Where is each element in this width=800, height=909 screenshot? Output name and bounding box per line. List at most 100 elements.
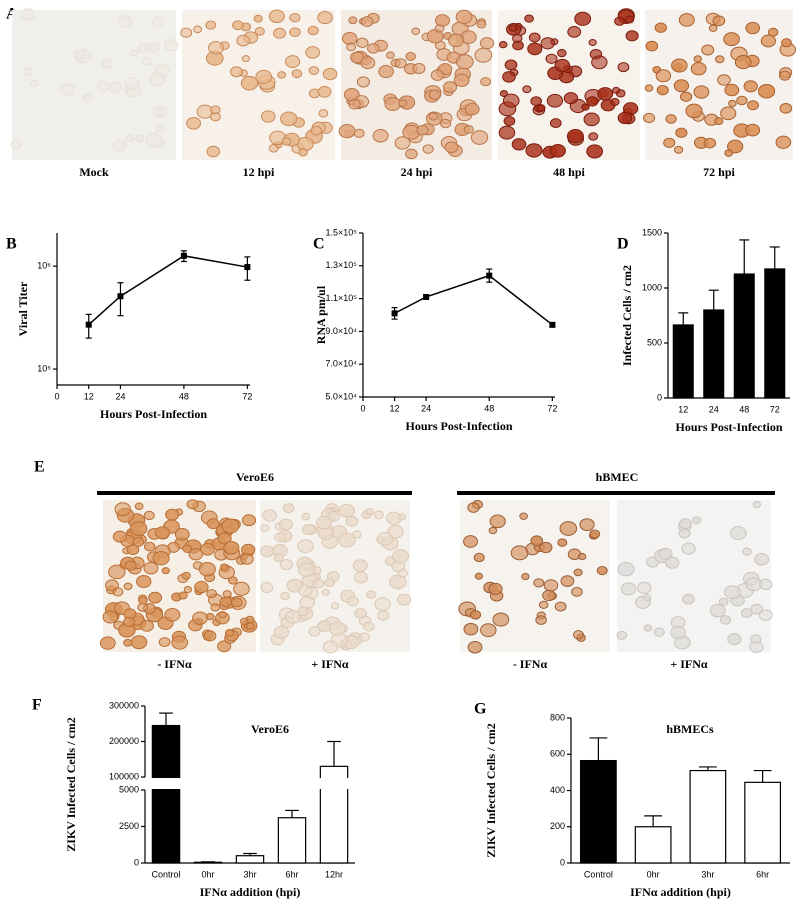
cell <box>754 553 770 566</box>
cell <box>137 43 150 54</box>
cell <box>186 116 202 130</box>
cell <box>117 15 133 28</box>
cell <box>328 621 346 636</box>
cell <box>612 86 621 94</box>
cell <box>254 27 265 36</box>
cell <box>305 46 321 59</box>
cell <box>188 548 204 561</box>
cell <box>220 563 229 571</box>
cell <box>124 77 140 90</box>
cell <box>151 16 164 27</box>
cell <box>502 71 516 83</box>
cell <box>674 145 684 154</box>
x-tick-label: 3hr <box>243 869 256 879</box>
cell <box>180 27 193 38</box>
y-axis-label: ZIKV Infected Cells / cm2 <box>484 723 498 857</box>
cell <box>492 612 510 627</box>
cell <box>617 111 633 125</box>
cell <box>573 568 583 577</box>
cell <box>455 54 474 70</box>
cell <box>378 64 394 79</box>
cell <box>164 608 181 622</box>
panel-letter: G <box>474 701 487 718</box>
cell <box>302 524 316 536</box>
cell <box>299 595 316 609</box>
cell <box>365 508 374 516</box>
y-tick-label: 600 <box>550 749 565 759</box>
cell <box>387 524 404 539</box>
cell <box>394 136 411 150</box>
cell <box>298 148 308 157</box>
bar <box>277 817 307 864</box>
x-tick-label: 0hr <box>201 869 214 879</box>
cell <box>345 515 359 527</box>
cell <box>136 574 152 588</box>
cell <box>577 552 587 561</box>
y-tick-label: 1000 <box>642 282 662 292</box>
cell <box>112 587 124 597</box>
cell <box>511 138 527 151</box>
y-tick-label: 1.3×10⁵ <box>325 260 357 270</box>
cell <box>210 105 221 115</box>
bar <box>235 855 265 864</box>
cell <box>463 622 479 636</box>
cell <box>307 25 319 36</box>
cell <box>525 143 543 158</box>
image-label: 12 hpi <box>243 165 275 179</box>
x-tick-label: Control <box>151 869 180 879</box>
image-label: + IFNα <box>670 657 708 671</box>
y-axis-label: ZIKV Infected Cells / cm2 <box>64 717 78 851</box>
bar <box>151 724 181 864</box>
cell <box>260 110 276 123</box>
cell <box>440 118 452 129</box>
cell <box>330 602 340 610</box>
cell <box>132 537 145 547</box>
y-tick-label: 10⁵ <box>37 363 51 373</box>
cell <box>681 542 696 555</box>
cell <box>747 100 759 111</box>
y-tick-label: 7.0×10⁴ <box>325 359 357 369</box>
cell <box>557 538 568 547</box>
cell <box>205 20 217 30</box>
cell <box>708 24 718 32</box>
cell <box>444 141 459 154</box>
cell <box>470 610 482 620</box>
x-tick-label: 12 <box>390 403 400 413</box>
cell <box>348 98 361 110</box>
cell <box>171 635 189 650</box>
cell <box>574 11 592 26</box>
bar <box>744 781 782 864</box>
cell <box>645 40 659 52</box>
bar <box>689 769 727 864</box>
cell <box>192 611 208 625</box>
cell <box>571 587 583 597</box>
micrograph <box>180 9 338 160</box>
cell <box>318 526 334 540</box>
cell <box>143 541 156 552</box>
cell <box>422 144 434 154</box>
cell <box>274 532 287 543</box>
x-tick-label: 0hr <box>647 869 660 879</box>
cell <box>693 55 703 63</box>
data-line <box>394 274 553 326</box>
cell <box>222 590 232 598</box>
cell <box>154 526 170 539</box>
cell <box>654 22 667 33</box>
cell <box>374 597 391 612</box>
micrograph <box>643 10 796 160</box>
cell <box>759 578 773 591</box>
cell <box>643 624 653 632</box>
cell <box>560 575 575 587</box>
y-tick-label: 0 <box>560 857 565 867</box>
cell <box>644 84 654 92</box>
cell <box>724 585 741 600</box>
cell <box>549 118 562 129</box>
x-axis-label: Hours Post-Infection <box>100 407 207 421</box>
cell <box>158 637 171 648</box>
cell <box>210 603 221 612</box>
cell <box>714 117 724 126</box>
cell <box>324 577 335 588</box>
cell <box>663 137 676 148</box>
cell <box>718 597 729 606</box>
cell <box>488 526 498 535</box>
